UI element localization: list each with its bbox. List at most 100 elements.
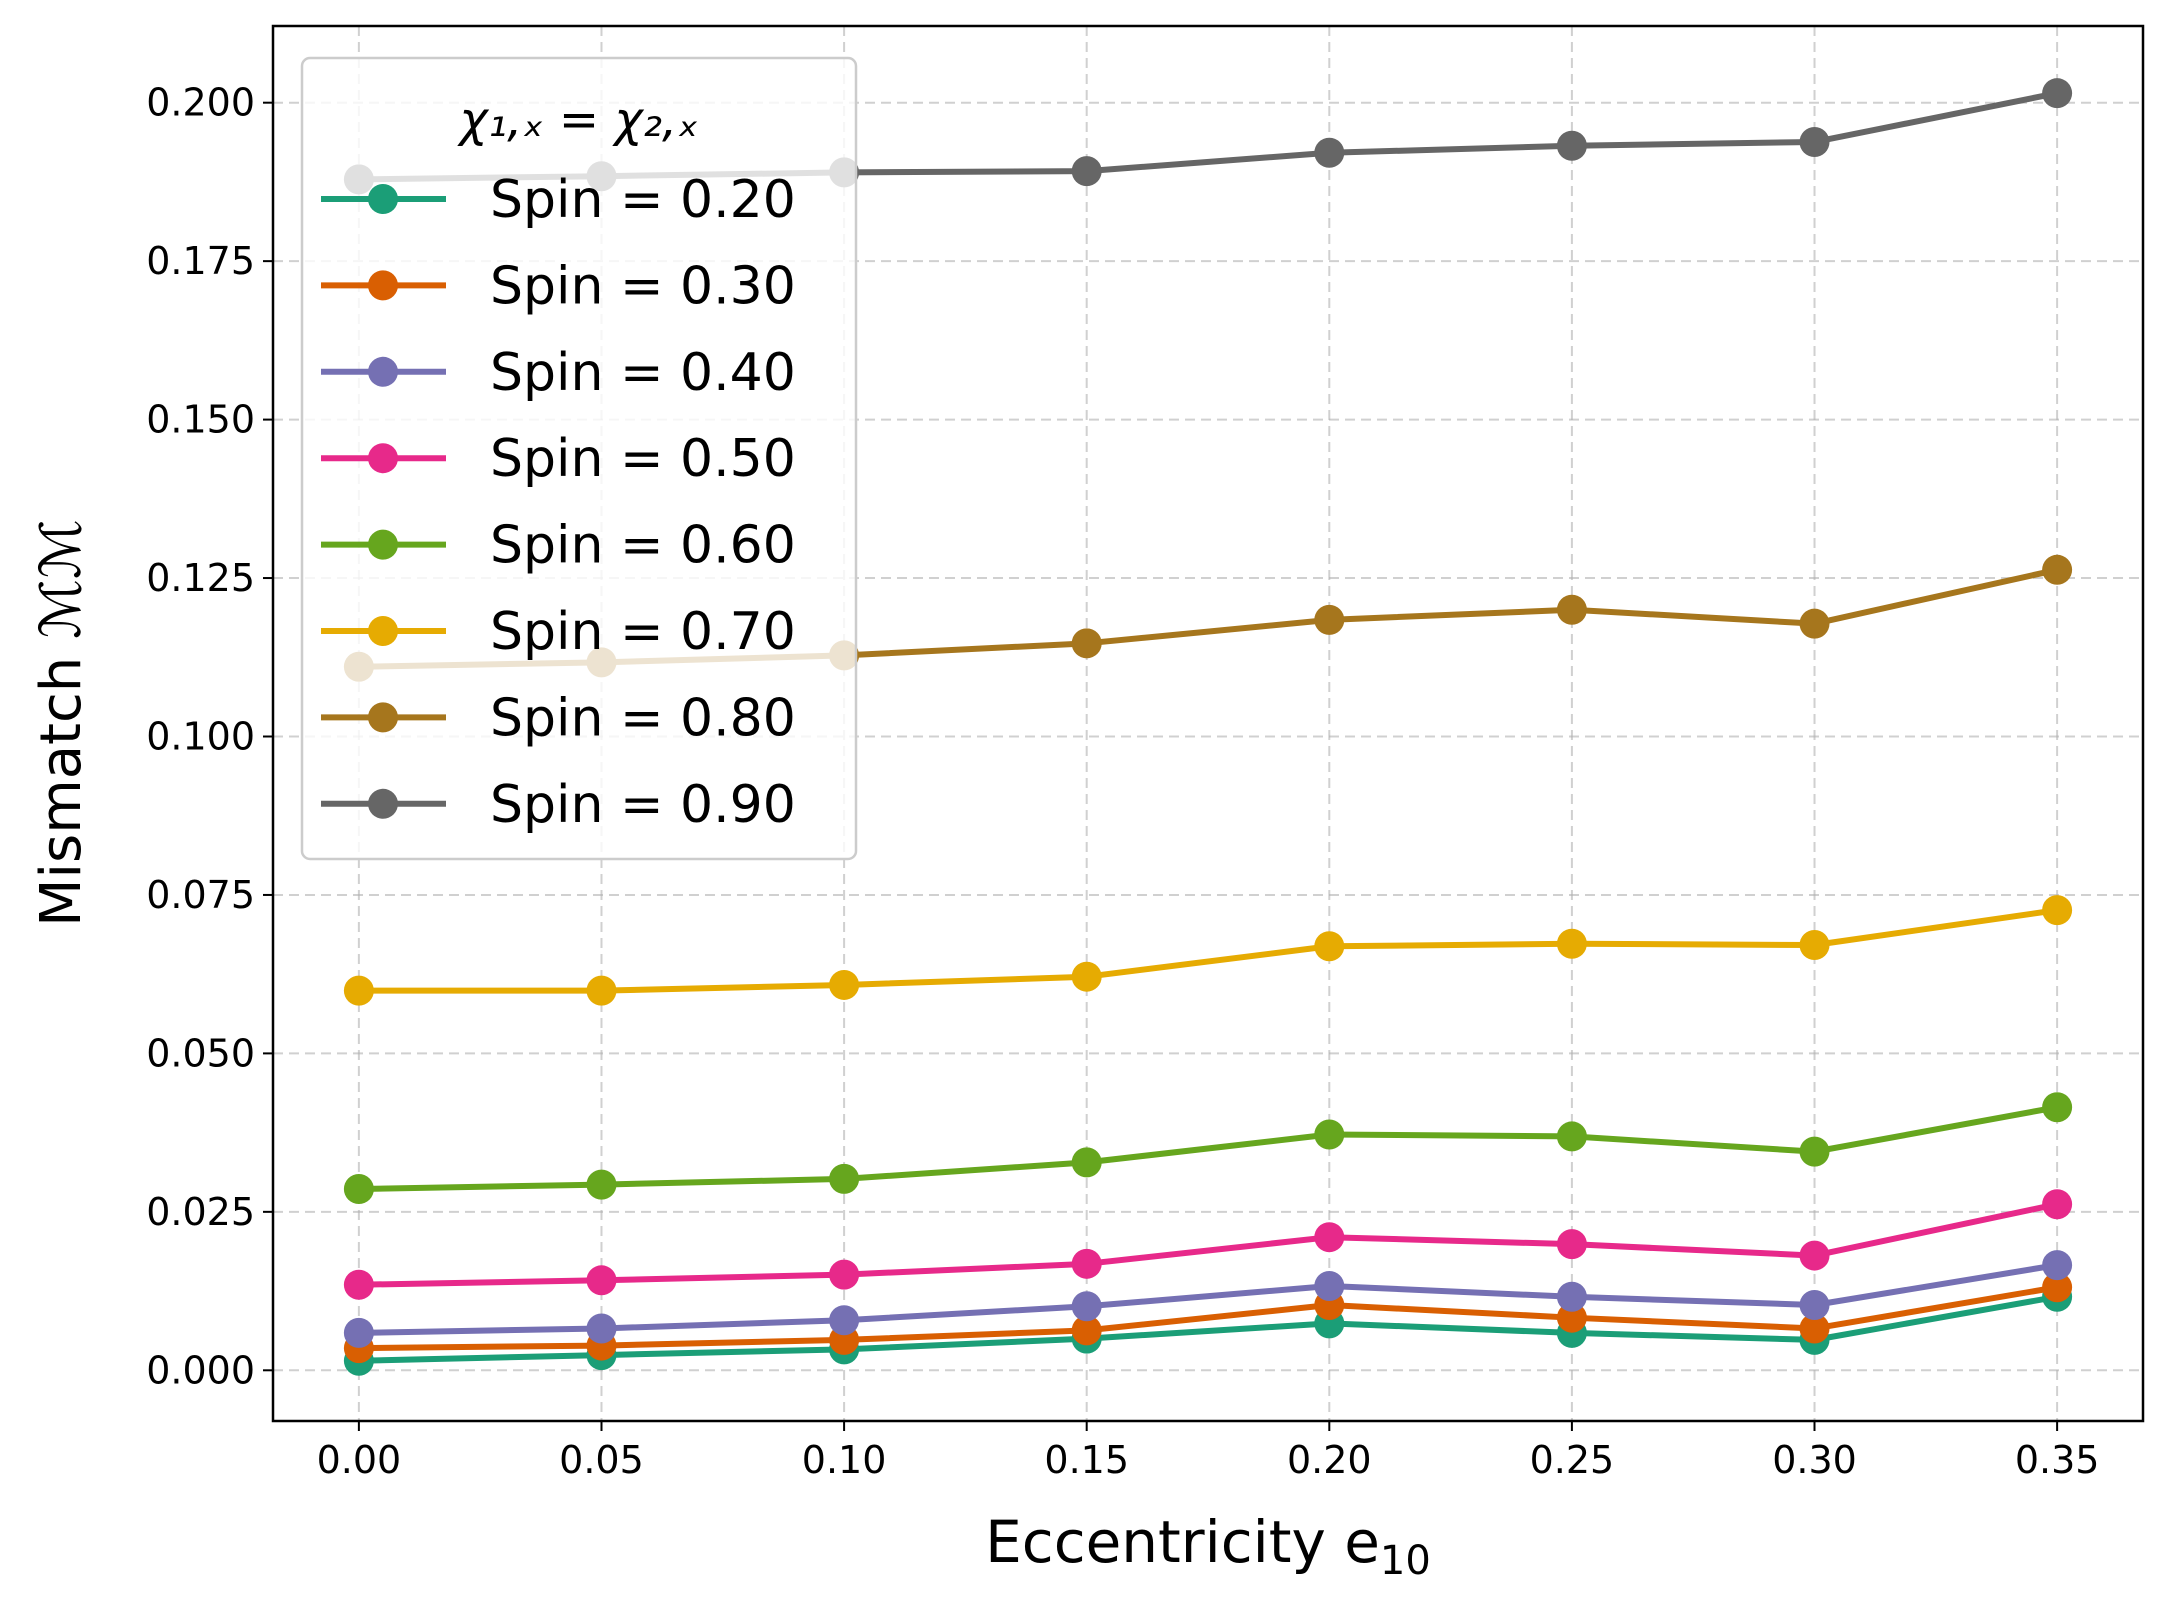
legend-marker [368, 270, 398, 301]
legend-label: Spin = 0.30 [490, 256, 796, 316]
legend-entry: Spin = 0.40 [321, 343, 796, 403]
legend-entry: Spin = 0.50 [321, 429, 796, 489]
legend-entry: Spin = 0.70 [321, 602, 796, 662]
legend-box [300, 56, 858, 861]
y-tick-label: 0.000 [146, 1348, 255, 1392]
data-point [1799, 1313, 1830, 1344]
legend-marker [368, 788, 398, 819]
legend-label: Spin = 0.90 [490, 775, 796, 835]
series-line [358, 1104, 2058, 1193]
data-point [829, 1163, 860, 1194]
data-point [1071, 1248, 1102, 1279]
legend-entry: Spin = 0.80 [321, 688, 796, 748]
y-tick-label: 0.175 [146, 239, 255, 283]
data-point [1071, 1315, 1102, 1346]
ticks: 0.00 0.05 0.10 0.15 0.20 0.25 0.30 0.35 0.000 0.0… [146, 81, 2099, 1482]
y-tick-label: 0.200 [146, 81, 255, 125]
data-point [586, 1265, 617, 1296]
data-point [1314, 604, 1345, 635]
legend-label: Spin = 0.40 [490, 343, 796, 403]
data-point [1556, 1229, 1587, 1260]
data-point [1556, 594, 1587, 625]
series-070 [343, 895, 2073, 1006]
data-point [2042, 78, 2073, 109]
x-tick-label: 0.25 [1530, 1438, 1615, 1482]
legend-entry: Spin = 0.60 [321, 516, 796, 576]
x-tick-label: 0.20 [1287, 1438, 1372, 1482]
data-point [829, 1305, 860, 1336]
y-tick-label: 0.125 [146, 556, 255, 600]
data-point [2042, 554, 2073, 585]
x-tick-label: 0.05 [559, 1438, 644, 1482]
data-point [586, 1313, 617, 1344]
x-tick-label: 0.15 [1044, 1438, 1129, 1482]
legend-marker [368, 529, 398, 560]
data-point [829, 969, 860, 1000]
y-axis-label: Mismatch ℳℳ [29, 519, 94, 927]
data-point [1314, 1222, 1345, 1253]
legend-label: Spin = 0.60 [490, 516, 796, 576]
data-point [1314, 1271, 1345, 1301]
series-060 [343, 1092, 2073, 1205]
data-point [1071, 628, 1102, 659]
data-point [2042, 1250, 2073, 1281]
y-tick-label: 0.075 [146, 873, 255, 917]
data-point [1556, 928, 1587, 959]
data-point [1071, 961, 1102, 992]
data-point [1799, 1290, 1830, 1321]
legend-marker [368, 616, 398, 646]
data-point [2042, 1189, 2073, 1220]
data-point [1071, 1147, 1102, 1178]
legend-label: Spin = 0.80 [490, 688, 796, 748]
data-point [1556, 1302, 1587, 1333]
x-tick-label: 0.00 [317, 1438, 402, 1482]
data-point [1314, 931, 1345, 962]
legend-label: Spin = 0.50 [490, 429, 796, 489]
legend-entry: Spin = 0.90 [321, 775, 796, 835]
data-point [2042, 1092, 2073, 1123]
data-point [586, 1169, 617, 1200]
series-line [358, 1284, 2058, 1352]
data-point [1556, 1281, 1587, 1312]
data-point [1314, 1119, 1345, 1150]
data-point [829, 1259, 860, 1290]
legend-label: Spin = 0.70 [490, 602, 796, 662]
data-point [1071, 1291, 1102, 1322]
series-050 [343, 1189, 2073, 1300]
data-point [343, 1174, 374, 1205]
data-point [1799, 930, 1830, 961]
data-point [1071, 156, 1102, 187]
legend-marker [368, 184, 398, 214]
data-point [1799, 608, 1830, 639]
y-tick-label: 0.050 [146, 1031, 255, 1075]
data-point [1799, 1240, 1830, 1271]
data-point [1556, 130, 1587, 161]
legend-title: χ₁,ₓ = χ₂,ₓ [456, 92, 698, 148]
data-point [1799, 126, 1830, 157]
x-tick-label: 0.35 [2015, 1438, 2100, 1482]
y-tick-label: 0.150 [146, 398, 255, 442]
legend-marker [368, 443, 398, 474]
data-point [1314, 137, 1345, 168]
data-point [1799, 1136, 1830, 1167]
x-axis-label: Eccentricity e10 [985, 1508, 1431, 1584]
legend-marker [368, 356, 398, 387]
plot-frame [271, 24, 2145, 1423]
data-point [343, 1317, 374, 1348]
data-point [2042, 1272, 2073, 1303]
legend-marker [368, 702, 398, 733]
series-line [358, 1262, 2058, 1336]
x-tick-label: 0.30 [1772, 1438, 1857, 1482]
legend: χ₁,ₓ = χ₂,ₓ Spin = 0.20 Spin = 0.30 Spin =… [300, 56, 858, 861]
x-tick-label: 0.10 [802, 1438, 887, 1482]
data-point [586, 975, 617, 1006]
legend-label: Spin = 0.20 [490, 170, 796, 230]
series-line [358, 1201, 2058, 1288]
series-040 [343, 1250, 2073, 1348]
legend-entry: Spin = 0.30 [321, 256, 796, 316]
y-tick-label: 0.100 [146, 714, 255, 758]
y-tick-label: 0.025 [146, 1190, 255, 1234]
data-point [343, 975, 374, 1006]
data-point [343, 1269, 374, 1300]
